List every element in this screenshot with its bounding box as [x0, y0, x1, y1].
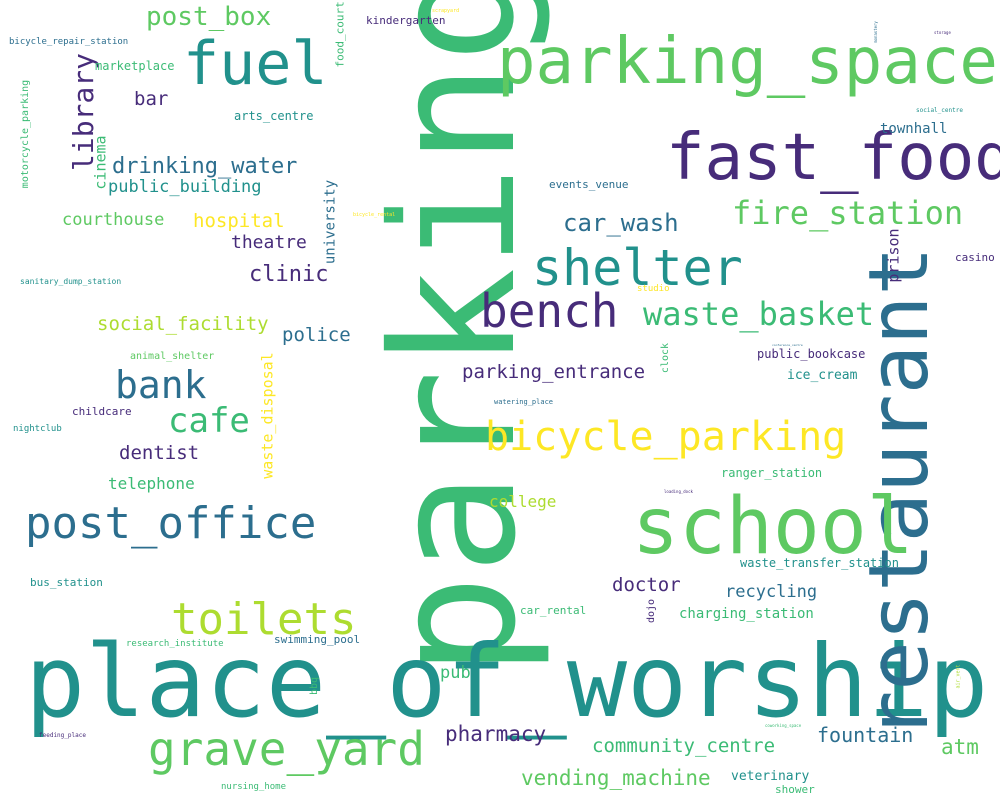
word-post-office: post_office	[25, 498, 317, 549]
word-public-building: public_building	[108, 177, 262, 197]
word-bbq: bbq	[309, 676, 320, 696]
word-car-wash: car_wash	[563, 209, 679, 237]
word-watering-place: watering_place	[494, 398, 554, 406]
word-cinema: cinema	[91, 135, 110, 190]
word-shower: shower	[775, 783, 815, 796]
word-community-centre: community_centre	[592, 735, 776, 757]
word-casino: casino	[955, 251, 995, 264]
word-university: university	[322, 179, 339, 265]
word-monastery: monastery	[873, 21, 878, 43]
word-waste-transfer-station: waste_transfer_station	[740, 556, 899, 570]
word-charging-station: charging_station	[679, 606, 814, 622]
word-pharmacy: pharmacy	[445, 722, 547, 746]
word-post-box: post_box	[146, 2, 272, 32]
word-sanitary-dump-station: sanitary_dump_station	[20, 277, 122, 286]
word-nursing-home: nursing_home	[221, 782, 287, 792]
word-nightclub: nightclub	[13, 424, 62, 434]
word-parking-space: parking_space	[497, 25, 998, 99]
word-police: police	[282, 324, 351, 346]
word-social-centre: social_centre	[916, 107, 963, 114]
word-pub: pub	[440, 663, 471, 683]
word-bicycle-parking: bicycle_parking	[485, 414, 847, 460]
word-veterinary: veterinary	[731, 769, 810, 784]
word-fast-food: fast_food	[666, 121, 1000, 195]
word-studio: studio	[637, 284, 670, 294]
word-conference-centre: conference_centre	[772, 343, 803, 347]
word-shelter: shelter	[532, 239, 743, 297]
word-public-bookcase: public_bookcase	[757, 347, 866, 361]
word-animal-shelter: animal_shelter	[130, 351, 215, 362]
word-research-institute: research_institute	[126, 639, 224, 649]
word-fountain: fountain	[817, 723, 914, 747]
word-bank: bank	[115, 363, 207, 407]
word-courthouse: courthouse	[62, 210, 165, 230]
word-kindergarten: kindergarten	[366, 14, 446, 27]
word-marketplace: marketplace	[95, 59, 175, 73]
word-recycling: recycling	[725, 582, 818, 602]
word-loading-dock: loading_dock	[664, 489, 693, 494]
word-feeding-place: feeding_place	[39, 732, 86, 739]
word-clock: clock	[660, 342, 671, 374]
word-place-of-worship: place_of_worship	[25, 623, 989, 740]
word-coworking-space: coworking_space	[765, 723, 802, 728]
word-vending-machine: vending_machine	[521, 766, 711, 790]
word-dentist: dentist	[119, 442, 200, 464]
word-toilets: toilets	[171, 594, 357, 645]
word-dojo: dojo	[646, 598, 657, 624]
word-parking-entrance: parking_entrance	[462, 361, 646, 383]
word-grave-yard: grave_yard	[148, 722, 425, 776]
word-cafe: cafe	[168, 401, 250, 441]
word-waste-basket: waste_basket	[643, 295, 875, 333]
word-scrapyard: scrapyard	[432, 8, 460, 14]
word-waste-disposal: waste_disposal	[258, 352, 277, 479]
word-hospital: hospital	[193, 210, 285, 232]
word-ice-cream: ice_cream	[787, 368, 858, 383]
word-theatre: theatre	[231, 232, 307, 253]
word-telephone: telephone	[108, 474, 195, 493]
word-bar: bar	[134, 88, 169, 110]
word-college: college	[489, 492, 557, 511]
word-childcare: childcare	[72, 405, 132, 418]
word-clinic: clinic	[249, 262, 329, 287]
word-school: school	[632, 482, 914, 572]
word-swimming-pool: swimming_pool	[274, 633, 361, 646]
word-doctor: doctor	[612, 574, 681, 596]
word-bicycle-repair-station: bicycle_repair_station	[9, 37, 129, 47]
word-atm: atm	[941, 735, 979, 759]
word-ranger-station: ranger_station	[721, 466, 823, 480]
word-events-venue: events_venue	[549, 178, 629, 191]
word-townhall: townhall	[880, 121, 948, 137]
word-bench: bench	[480, 284, 619, 338]
word-drinking-water: drinking_water	[112, 154, 298, 179]
word-prison: prison	[884, 228, 903, 283]
word-bicycle-rental: bicycle_rental	[353, 212, 396, 218]
word-storage: storage	[934, 30, 951, 35]
word-arts-centre: arts_centre	[234, 109, 314, 123]
word-social-facility: social_facility	[97, 313, 269, 335]
word-food-court: food_court	[333, 1, 347, 68]
word-fire-station: fire_station	[732, 194, 964, 232]
word-car-rental: car_rental	[520, 604, 587, 617]
word-bus-station: bus_station	[30, 576, 103, 589]
word-air-vent: air_vent	[955, 664, 962, 689]
word-fuel: fuel	[183, 29, 328, 99]
word-motorcycle-parking: motorcycle_parking	[20, 79, 31, 189]
